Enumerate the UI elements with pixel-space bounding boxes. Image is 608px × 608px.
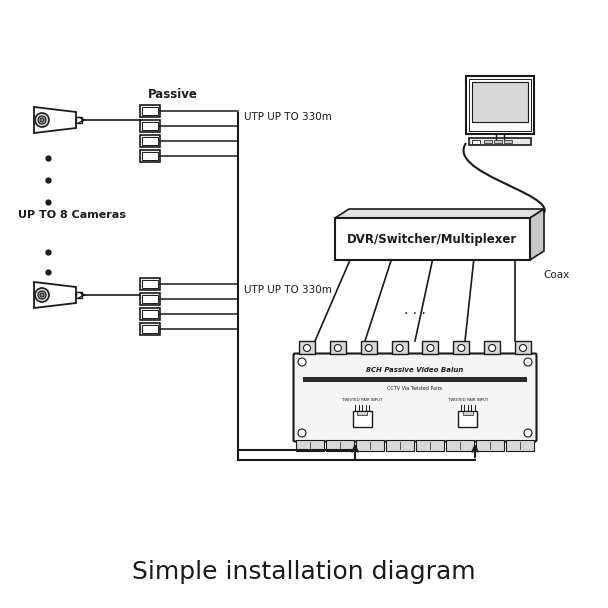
FancyBboxPatch shape	[140, 323, 160, 335]
Circle shape	[303, 345, 311, 351]
FancyBboxPatch shape	[357, 411, 367, 415]
Text: UTP UP TO 330m: UTP UP TO 330m	[244, 112, 332, 122]
FancyBboxPatch shape	[330, 341, 346, 354]
Text: UP TO 8 Cameras: UP TO 8 Cameras	[18, 210, 126, 220]
FancyBboxPatch shape	[142, 325, 158, 333]
FancyBboxPatch shape	[142, 152, 158, 160]
FancyBboxPatch shape	[356, 440, 384, 451]
Text: . . .: . . .	[404, 303, 426, 317]
FancyBboxPatch shape	[494, 140, 502, 143]
FancyBboxPatch shape	[484, 140, 492, 143]
FancyBboxPatch shape	[140, 293, 160, 305]
Circle shape	[40, 293, 44, 297]
FancyBboxPatch shape	[504, 140, 512, 143]
Text: TWISTED PAIR INPUT: TWISTED PAIR INPUT	[447, 398, 488, 402]
FancyBboxPatch shape	[469, 79, 531, 131]
Circle shape	[334, 345, 341, 351]
FancyBboxPatch shape	[294, 353, 536, 441]
Circle shape	[35, 113, 49, 127]
FancyBboxPatch shape	[303, 377, 527, 382]
Text: Coax: Coax	[543, 270, 569, 280]
Polygon shape	[335, 209, 544, 218]
Text: CCTV Via Twisted Pairs: CCTV Via Twisted Pairs	[387, 385, 443, 390]
Circle shape	[519, 345, 527, 351]
Circle shape	[38, 116, 46, 124]
FancyBboxPatch shape	[466, 76, 534, 134]
FancyBboxPatch shape	[76, 117, 82, 123]
FancyBboxPatch shape	[472, 139, 480, 143]
Polygon shape	[34, 107, 76, 133]
Text: Simple installation diagram: Simple installation diagram	[132, 560, 476, 584]
Text: 8CH Passive Video Balun: 8CH Passive Video Balun	[366, 367, 464, 373]
FancyBboxPatch shape	[515, 341, 531, 354]
FancyBboxPatch shape	[446, 440, 474, 451]
Polygon shape	[530, 209, 544, 260]
FancyBboxPatch shape	[142, 122, 158, 130]
FancyBboxPatch shape	[469, 138, 531, 145]
Circle shape	[40, 118, 44, 122]
FancyBboxPatch shape	[140, 135, 160, 147]
FancyBboxPatch shape	[484, 341, 500, 354]
Circle shape	[298, 429, 306, 437]
Circle shape	[524, 358, 532, 366]
Circle shape	[458, 345, 465, 351]
Circle shape	[524, 429, 532, 437]
Text: Passive: Passive	[148, 89, 198, 102]
FancyBboxPatch shape	[142, 280, 158, 288]
FancyBboxPatch shape	[142, 295, 158, 303]
FancyBboxPatch shape	[142, 310, 158, 318]
Circle shape	[35, 288, 49, 302]
FancyBboxPatch shape	[454, 341, 469, 354]
Text: UTP UP TO 330m: UTP UP TO 330m	[244, 285, 332, 295]
Text: DVR/Switcher/Multiplexer: DVR/Switcher/Multiplexer	[347, 232, 517, 246]
FancyBboxPatch shape	[296, 440, 324, 451]
FancyBboxPatch shape	[353, 410, 371, 426]
FancyBboxPatch shape	[423, 341, 438, 354]
FancyBboxPatch shape	[142, 107, 158, 115]
FancyBboxPatch shape	[140, 150, 160, 162]
FancyBboxPatch shape	[142, 137, 158, 145]
Circle shape	[365, 345, 372, 351]
FancyBboxPatch shape	[392, 341, 407, 354]
Circle shape	[396, 345, 403, 351]
FancyBboxPatch shape	[416, 440, 444, 451]
Circle shape	[38, 291, 46, 299]
FancyBboxPatch shape	[463, 411, 473, 415]
FancyBboxPatch shape	[335, 218, 530, 260]
Text: TWISTED PAIR INPUT: TWISTED PAIR INPUT	[342, 398, 382, 402]
Circle shape	[427, 345, 434, 351]
FancyBboxPatch shape	[299, 341, 315, 354]
FancyBboxPatch shape	[476, 440, 504, 451]
FancyBboxPatch shape	[140, 278, 160, 290]
FancyBboxPatch shape	[386, 440, 414, 451]
FancyBboxPatch shape	[140, 308, 160, 320]
FancyBboxPatch shape	[326, 440, 354, 451]
FancyBboxPatch shape	[361, 341, 377, 354]
FancyBboxPatch shape	[472, 82, 528, 122]
FancyBboxPatch shape	[506, 440, 534, 451]
FancyBboxPatch shape	[140, 105, 160, 117]
FancyBboxPatch shape	[76, 292, 82, 298]
Circle shape	[489, 345, 496, 351]
Circle shape	[298, 358, 306, 366]
FancyBboxPatch shape	[458, 410, 477, 426]
Polygon shape	[34, 282, 76, 308]
FancyBboxPatch shape	[140, 120, 160, 132]
